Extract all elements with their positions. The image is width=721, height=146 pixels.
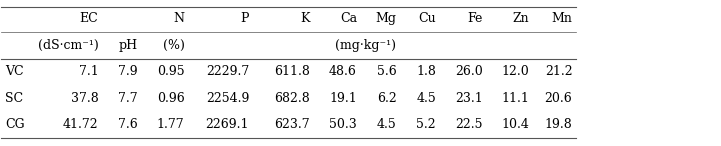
Text: 4.5: 4.5: [416, 92, 436, 105]
Text: 611.8: 611.8: [275, 65, 310, 78]
Text: 37.8: 37.8: [71, 92, 98, 105]
Text: (dS·cm⁻¹): (dS·cm⁻¹): [37, 39, 98, 52]
Text: (mg·kg⁻¹): (mg·kg⁻¹): [335, 39, 397, 52]
Text: 6.2: 6.2: [376, 92, 397, 105]
Text: 2254.9: 2254.9: [205, 92, 249, 105]
Text: 10.4: 10.4: [501, 118, 529, 131]
Text: Fe: Fe: [467, 12, 482, 25]
Text: 7.7: 7.7: [118, 92, 138, 105]
Text: 2229.7: 2229.7: [206, 65, 249, 78]
Text: Mn: Mn: [552, 12, 572, 25]
Text: 23.1: 23.1: [455, 92, 482, 105]
Text: 19.1: 19.1: [329, 92, 357, 105]
Text: K: K: [301, 12, 310, 25]
Text: 0.96: 0.96: [156, 92, 185, 105]
Text: (%): (%): [163, 39, 185, 52]
Text: 623.7: 623.7: [275, 118, 310, 131]
Text: 20.6: 20.6: [544, 92, 572, 105]
Text: 48.6: 48.6: [329, 65, 357, 78]
Text: CG: CG: [5, 118, 25, 131]
Text: 4.5: 4.5: [376, 118, 397, 131]
Text: 7.6: 7.6: [118, 118, 138, 131]
Text: 1.8: 1.8: [416, 65, 436, 78]
Text: 5.6: 5.6: [376, 65, 397, 78]
Text: N: N: [174, 12, 185, 25]
Text: 50.3: 50.3: [329, 118, 357, 131]
Text: pH: pH: [119, 39, 138, 52]
Text: 19.8: 19.8: [544, 118, 572, 131]
Text: 11.1: 11.1: [501, 92, 529, 105]
Text: P: P: [241, 12, 249, 25]
Text: 12.0: 12.0: [502, 65, 529, 78]
Text: 2269.1: 2269.1: [205, 118, 249, 131]
Text: EC: EC: [79, 12, 98, 25]
Text: 7.1: 7.1: [79, 65, 98, 78]
Text: 5.2: 5.2: [416, 118, 436, 131]
Text: Ca: Ca: [340, 12, 357, 25]
Text: 41.72: 41.72: [63, 118, 98, 131]
Text: 682.8: 682.8: [275, 92, 310, 105]
Text: 22.5: 22.5: [455, 118, 482, 131]
Text: VC: VC: [5, 65, 24, 78]
Text: Zn: Zn: [513, 12, 529, 25]
Text: 1.77: 1.77: [157, 118, 185, 131]
Text: Mg: Mg: [376, 12, 397, 25]
Text: 26.0: 26.0: [455, 65, 482, 78]
Text: 7.9: 7.9: [118, 65, 138, 78]
Text: Cu: Cu: [418, 12, 436, 25]
Text: 0.95: 0.95: [157, 65, 185, 78]
Text: SC: SC: [5, 92, 23, 105]
Text: 21.2: 21.2: [545, 65, 572, 78]
